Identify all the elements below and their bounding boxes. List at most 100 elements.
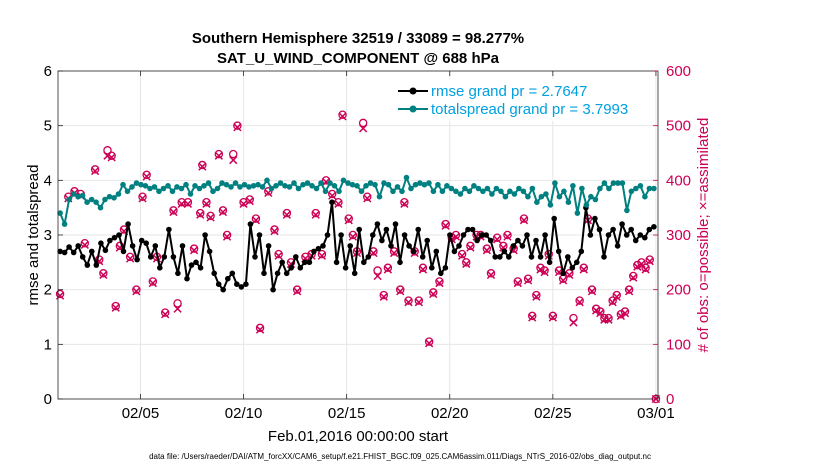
- obs-assimilated-stroke: [138, 194, 147, 203]
- obs-assimilated-stroke: [373, 271, 382, 281]
- obs-possible-marker: [579, 263, 589, 273]
- obs-possible-marker: [389, 247, 399, 256]
- series-point-totalspread: [232, 180, 239, 186]
- series-point-totalspread: [160, 185, 167, 192]
- obs-assimilated-marker: [620, 309, 630, 318]
- obs-assimilated-stroke: [523, 276, 533, 285]
- obs-assimilated-stroke: [429, 289, 438, 299]
- series-point-totalspread: [363, 183, 369, 189]
- series-point-totalspread: [556, 193, 563, 200]
- obs-possible-marker: [532, 290, 541, 300]
- obs-assimilated-marker: [579, 265, 588, 274]
- obs-possible-marker: [90, 165, 100, 174]
- y-tick-label: 1: [44, 336, 52, 353]
- obs-assimilated-stroke: [369, 248, 378, 258]
- obs-assimilated-marker: [229, 155, 238, 165]
- obs-assimilated-marker: [196, 210, 205, 219]
- y-tick-label: 3: [44, 227, 52, 244]
- series-point-totalspread: [489, 191, 495, 197]
- obs-assimilated-stroke: [359, 124, 368, 133]
- series-point-totalspread: [237, 184, 243, 190]
- obs-assimilated-stroke: [519, 216, 529, 225]
- series-point-rmse: [129, 243, 136, 249]
- obs-assimilated-stroke: [503, 232, 512, 241]
- series-point-rmse: [347, 243, 354, 249]
- series-point-totalspread: [210, 188, 216, 195]
- obs-possible-marker: [334, 197, 343, 207]
- obs-possible-marker: [218, 206, 228, 215]
- series-point-totalspread: [129, 184, 135, 190]
- series-point-rmse: [419, 254, 426, 260]
- series-point-totalspread: [651, 185, 657, 192]
- series-point-rmse: [188, 262, 195, 268]
- obs-assimilated-stroke: [229, 155, 238, 165]
- obs-assimilated-marker: [359, 124, 368, 133]
- series-point-totalspread: [115, 191, 122, 197]
- obs-possible-marker: [270, 225, 279, 234]
- series-point-rmse: [465, 226, 471, 233]
- series-point-totalspread: [97, 204, 104, 211]
- obs-possible-marker: [441, 219, 450, 229]
- obs-possible-marker: [645, 255, 655, 264]
- obs-assimilated-stroke: [177, 199, 186, 208]
- obs-assimilated-marker: [435, 278, 444, 288]
- series-point-rmse: [546, 259, 553, 266]
- series-point-rmse: [252, 254, 258, 260]
- obs-assimilated-marker: [596, 309, 605, 318]
- series-point-rmse: [79, 254, 86, 260]
- obs-possible-marker: [461, 258, 471, 267]
- series-point-totalspread: [583, 202, 590, 208]
- series-point-rmse: [515, 237, 521, 244]
- series-point-rmse: [206, 248, 213, 255]
- series-point-totalspread: [579, 185, 585, 192]
- series-point-totalspread: [340, 177, 347, 184]
- obs-assimilated-marker: [513, 278, 522, 288]
- series-point-rmse: [537, 254, 544, 260]
- series-point-totalspread: [255, 181, 261, 188]
- obs-assimilated-stroke: [493, 235, 502, 244]
- obs-assimilated-stroke: [214, 151, 223, 160]
- series-point-totalspread: [624, 207, 630, 214]
- obs-assimilated-stroke: [99, 270, 108, 280]
- y2-tick-label: 600: [666, 63, 691, 80]
- obs-assimilated-stroke: [608, 298, 617, 307]
- series-point-rmse: [379, 237, 385, 244]
- series-point-rmse: [342, 265, 349, 271]
- obs-possible-marker: [523, 274, 533, 283]
- series-point-totalspread: [597, 185, 603, 192]
- series-point-rmse: [175, 270, 181, 277]
- series-point-rmse: [501, 248, 508, 255]
- obs-assimilated-stroke: [596, 309, 605, 318]
- obs-assimilated-marker: [548, 313, 557, 322]
- series-point-rmse: [456, 243, 462, 249]
- obs-assimilated-stroke: [462, 259, 471, 269]
- series-point-rmse: [492, 254, 499, 260]
- series-point-totalspread: [309, 183, 315, 189]
- obs-possible-marker: [418, 263, 428, 273]
- series-point-rmse: [247, 221, 254, 227]
- obs-assimilated-stroke: [612, 292, 621, 301]
- obs-assimilated-stroke: [645, 257, 654, 266]
- series-point-totalspread: [336, 188, 342, 195]
- series-point-totalspread: [480, 188, 486, 195]
- series-point-totalspread: [561, 188, 567, 195]
- series-point-rmse: [619, 221, 625, 227]
- obs-assimilated-stroke: [202, 199, 211, 208]
- series-point-rmse: [433, 248, 440, 255]
- series-point-rmse: [483, 232, 490, 238]
- series-point-rmse: [351, 270, 358, 277]
- y2-tick-label: 400: [666, 172, 691, 189]
- obs-assimilated-stroke: [328, 191, 337, 200]
- obs-assimilated-marker: [616, 311, 626, 321]
- obs-assimilated-stroke: [251, 216, 261, 225]
- series-point-rmse: [365, 254, 372, 260]
- obs-assimilated-stroke: [233, 123, 242, 132]
- legend-label-totalspread: totalspread grand pr = 3.7993: [431, 101, 628, 118]
- obs-assimilated-marker: [126, 254, 135, 263]
- y-tick-label: 2: [44, 282, 52, 299]
- obs-assimilated-marker: [274, 251, 283, 260]
- series-point-totalspread: [534, 199, 540, 205]
- series-point-rmse: [510, 243, 517, 249]
- obs-assimilated-marker: [311, 210, 320, 219]
- series-point-rmse: [152, 243, 159, 249]
